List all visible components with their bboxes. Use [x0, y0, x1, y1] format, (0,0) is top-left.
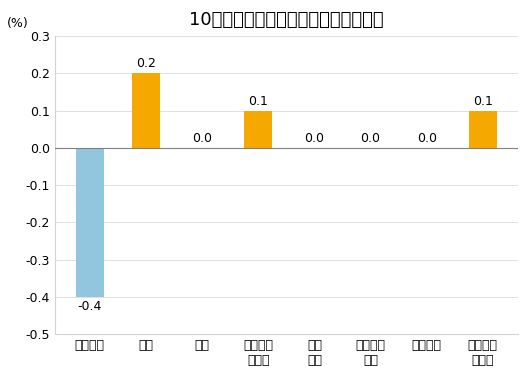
Bar [244, 111, 272, 148]
Bar [76, 148, 104, 297]
Text: 0.0: 0.0 [192, 132, 212, 145]
Text: -0.4: -0.4 [78, 300, 102, 313]
Text: 0.0: 0.0 [361, 132, 380, 145]
Y-axis label: (%): (%) [7, 17, 29, 30]
Text: 0.1: 0.1 [473, 95, 492, 108]
Bar [469, 111, 497, 148]
Bar [132, 73, 160, 148]
Text: 0.1: 0.1 [248, 95, 268, 108]
Text: 0.0: 0.0 [417, 132, 436, 145]
Text: 0.0: 0.0 [304, 132, 324, 145]
Title: 10月份居民消费价格分类别环比涨跌幅: 10月份居民消费价格分类别环比涨跌幅 [189, 11, 384, 29]
Text: 0.2: 0.2 [136, 57, 156, 70]
